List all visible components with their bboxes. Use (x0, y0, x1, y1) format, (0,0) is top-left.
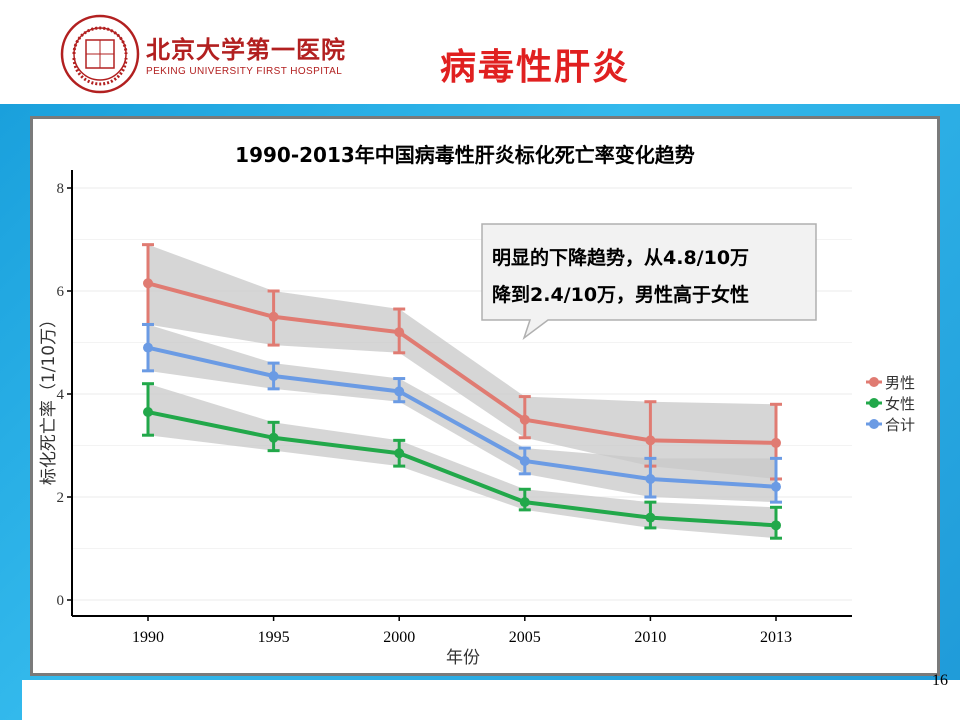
data-point (519, 414, 530, 425)
data-point (268, 311, 279, 322)
legend-key-dot (869, 419, 879, 429)
page-number: 16 (932, 672, 948, 689)
callout-line-1: 明显的下降趋势，从4.8/10万 (492, 246, 749, 269)
x-tick-label: 2000 (383, 629, 415, 646)
data-point (519, 497, 530, 508)
data-point (394, 448, 405, 459)
data-point (645, 435, 656, 446)
hospital-name-en: PEKING UNIVERSITY FIRST HOSPITAL (146, 66, 343, 77)
x-tick-label: 2010 (634, 629, 666, 646)
slide-title: 病毒性肝炎 (440, 47, 631, 88)
legend-label: 女性 (885, 395, 915, 413)
x-tick-label: 2005 (509, 629, 541, 646)
ribbon-合计 (148, 324, 776, 503)
data-point (268, 370, 279, 381)
ribbon-女性 (148, 383, 776, 539)
confidence-ribbons (148, 244, 776, 539)
data-point (519, 455, 530, 466)
legend-key-dot (869, 377, 879, 387)
hospital-name-cn: 北京大学第一医院 (146, 35, 346, 64)
legend-key-dot (869, 398, 879, 408)
data-point (268, 432, 279, 443)
y-tick-label: 6 (57, 284, 65, 300)
slide-header (0, 0, 960, 104)
data-point (771, 437, 781, 448)
x-tick-label: 1990 (132, 629, 164, 646)
legend-label: 合计 (885, 416, 915, 434)
y-tick-label: 2 (57, 490, 65, 506)
ribbon-男性 (148, 244, 776, 479)
data-point (394, 386, 405, 397)
data-point (143, 342, 153, 353)
y-tick-label: 4 (57, 387, 65, 403)
x-tick-label: 2013 (760, 629, 792, 646)
legend-label: 男性 (885, 374, 915, 392)
hospital-seal-logo (60, 14, 140, 94)
callout-line-2: 降到2.4/10万，男性高于女性 (492, 283, 749, 306)
chart-title: 1990-2013年中国病毒性肝炎标化死亡率变化趋势 (235, 143, 695, 167)
data-point (143, 278, 153, 289)
callout-box: 明显的下降趋势，从4.8/10万 降到2.4/10万，男性高于女性 (481, 223, 817, 341)
data-point (771, 481, 781, 492)
series-line-男性 (147, 281, 777, 445)
y-tick-label: 0 (57, 593, 65, 609)
x-tick-label: 1995 (258, 629, 290, 646)
series-line-女性 (147, 410, 777, 528)
y-axis-label: 标化死亡率（1/10万） (39, 311, 59, 485)
data-point (394, 327, 405, 338)
y-tick-label: 8 (57, 181, 65, 197)
axes: 0 2 4 6 8 1990 1995 2000 2005 2010 2013 (57, 170, 852, 646)
data-point (645, 512, 656, 523)
data-point (143, 407, 153, 418)
series-line-合计 (147, 345, 777, 489)
data-point (771, 520, 781, 531)
bottom-panel (22, 680, 960, 720)
data-point (645, 473, 656, 484)
series-lines (142, 243, 782, 540)
x-axis-label: 年份 (446, 648, 480, 668)
